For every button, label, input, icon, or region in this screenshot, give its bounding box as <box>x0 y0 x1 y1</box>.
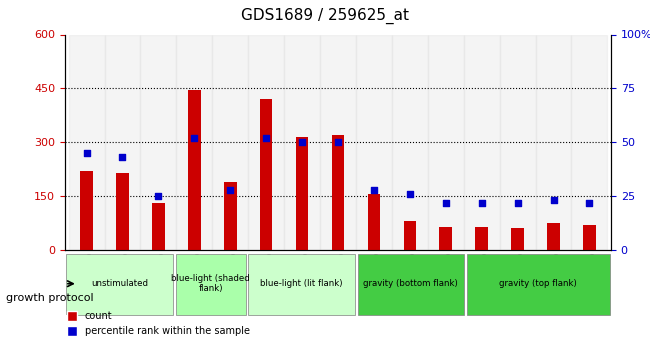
Point <box>441 200 451 205</box>
Bar <box>571 34 607 250</box>
Bar <box>500 34 536 250</box>
Bar <box>296 137 308 250</box>
Point <box>584 200 595 205</box>
Text: growth protocol: growth protocol <box>6 294 94 303</box>
Bar <box>260 99 272 250</box>
Bar <box>583 225 596 250</box>
Bar <box>69 34 105 250</box>
Text: blue-light (shaded
flank): blue-light (shaded flank) <box>171 274 250 293</box>
Point <box>189 135 200 141</box>
Point <box>405 191 415 197</box>
Bar <box>332 135 344 250</box>
Bar <box>404 221 416 250</box>
Point <box>153 194 164 199</box>
Bar <box>512 228 524 250</box>
Bar <box>475 227 488 250</box>
Bar <box>176 34 213 250</box>
Bar <box>428 34 463 250</box>
Text: gravity (bottom flank): gravity (bottom flank) <box>363 279 458 288</box>
Point <box>261 135 271 141</box>
Bar <box>463 34 500 250</box>
Point <box>117 155 127 160</box>
Legend: count, percentile rank within the sample: count, percentile rank within the sample <box>63 307 254 340</box>
Bar <box>547 223 560 250</box>
Point <box>476 200 487 205</box>
Bar <box>356 34 392 250</box>
Bar <box>152 203 164 250</box>
Point <box>512 200 523 205</box>
Bar <box>248 34 284 250</box>
Bar <box>116 173 129 250</box>
Bar <box>368 194 380 250</box>
Bar <box>536 34 571 250</box>
Point <box>297 139 307 145</box>
Bar <box>213 34 248 250</box>
Text: GDS1689 / 259625_at: GDS1689 / 259625_at <box>241 8 409 24</box>
Bar <box>140 34 176 250</box>
FancyBboxPatch shape <box>176 254 246 315</box>
FancyBboxPatch shape <box>467 254 610 315</box>
Point <box>369 187 379 193</box>
Point <box>333 139 343 145</box>
Bar <box>392 34 428 250</box>
Bar <box>188 90 201 250</box>
FancyBboxPatch shape <box>66 254 173 315</box>
Bar <box>439 227 452 250</box>
Bar <box>224 182 237 250</box>
FancyBboxPatch shape <box>358 254 464 315</box>
Point <box>225 187 235 193</box>
FancyBboxPatch shape <box>248 254 355 315</box>
Point <box>81 150 92 156</box>
Bar <box>284 34 320 250</box>
Point <box>549 198 559 203</box>
Text: blue-light (lit flank): blue-light (lit flank) <box>261 279 343 288</box>
Text: unstimulated: unstimulated <box>91 279 148 288</box>
Text: gravity (top flank): gravity (top flank) <box>499 279 577 288</box>
Bar <box>320 34 356 250</box>
Bar <box>105 34 140 250</box>
Bar <box>80 171 93 250</box>
